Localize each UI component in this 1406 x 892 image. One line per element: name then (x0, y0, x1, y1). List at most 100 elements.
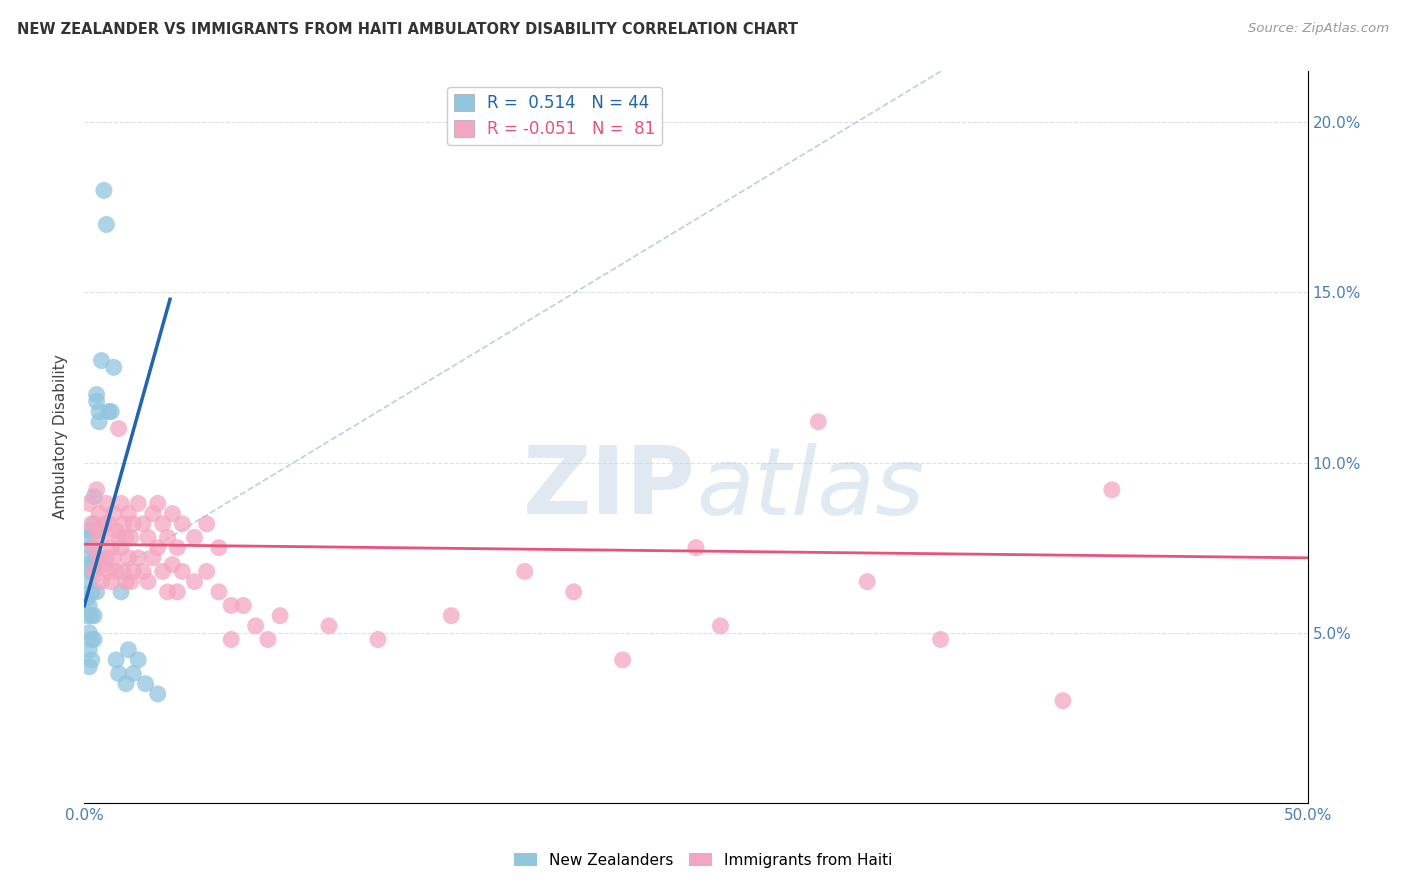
Point (86, 585, 108, 599)
Text: NEW ZEALANDER VS IMMIGRANTS FROM HAITI AMBULATORY DISABILITY CORRELATION CHART: NEW ZEALANDER VS IMMIGRANTS FROM HAITI A… (17, 22, 797, 37)
Point (90, 574, 112, 589)
Point (146, 496, 169, 510)
Point (127, 550, 149, 565)
Point (80, 585, 103, 599)
Point (562, 585, 585, 599)
Point (1101, 483, 1123, 497)
Point (162, 507, 184, 521)
Point (219, 599, 242, 613)
Point (122, 516, 145, 531)
Point (152, 516, 174, 531)
Point (115, 574, 138, 589)
Point (127, 653, 149, 667)
Point (103, 507, 125, 521)
Point (93, 558, 115, 572)
Point (112, 565, 135, 579)
Point (86, 387, 108, 401)
Point (709, 619, 731, 633)
Point (142, 507, 165, 521)
Point (96, 496, 118, 510)
Point (208, 541, 231, 555)
Point (77, 574, 100, 589)
Point (86, 483, 108, 497)
Point (195, 516, 218, 531)
Point (77, 625, 100, 640)
Text: atlas: atlas (696, 442, 924, 533)
Point (195, 565, 218, 579)
Point (93, 516, 115, 531)
Point (87, 550, 110, 565)
Point (117, 507, 139, 521)
Point (269, 608, 291, 623)
Point (77, 524, 100, 538)
Point (612, 653, 634, 667)
Point (77, 599, 100, 613)
Point (83, 558, 105, 572)
Point (87, 507, 110, 521)
Point (807, 415, 830, 429)
Point (80, 608, 103, 623)
Point (318, 619, 340, 633)
Point (183, 531, 205, 545)
Point (117, 550, 139, 565)
Point (83, 608, 105, 623)
Point (440, 608, 463, 623)
Point (105, 653, 128, 667)
Y-axis label: Ambulatory Disability: Ambulatory Disability (53, 355, 69, 519)
Point (107, 421, 129, 435)
Point (152, 565, 174, 579)
Point (685, 541, 707, 555)
Point (172, 565, 194, 579)
Point (1052, 694, 1074, 708)
Point (83, 541, 105, 555)
Point (93, 183, 115, 197)
Point (77, 642, 100, 657)
Point (76, 608, 98, 623)
Point (97, 565, 120, 579)
Point (208, 585, 231, 599)
Point (115, 677, 138, 691)
Legend: R =  0.514   N = 44, R = -0.051   N =  81: R = 0.514 N = 44, R = -0.051 N = 81 (447, 87, 662, 145)
Point (80, 632, 103, 647)
Text: Source: ZipAtlas.com: Source: ZipAtlas.com (1249, 22, 1389, 36)
Point (77, 496, 100, 510)
Point (105, 524, 128, 538)
Point (122, 565, 145, 579)
Point (90, 531, 112, 545)
Point (100, 541, 122, 555)
Point (100, 404, 122, 418)
Point (136, 531, 159, 545)
Point (245, 619, 267, 633)
Point (172, 516, 194, 531)
Point (156, 585, 179, 599)
Point (122, 666, 145, 681)
Point (367, 632, 389, 647)
Point (117, 642, 139, 657)
Point (105, 565, 128, 579)
Point (112, 516, 135, 531)
Point (135, 677, 157, 691)
Point (107, 666, 129, 681)
Point (127, 496, 149, 510)
Point (96, 550, 118, 565)
Point (232, 599, 254, 613)
Point (856, 574, 879, 589)
Point (87, 404, 110, 418)
Point (97, 516, 120, 531)
Point (166, 541, 188, 555)
Point (183, 574, 205, 589)
Point (166, 585, 188, 599)
Point (132, 565, 155, 579)
Point (142, 550, 165, 565)
Point (146, 541, 169, 555)
Point (103, 360, 125, 375)
Point (156, 531, 179, 545)
Point (257, 632, 280, 647)
Point (86, 550, 108, 565)
Point (513, 565, 536, 579)
Point (76, 591, 98, 606)
Point (83, 632, 105, 647)
Point (136, 574, 159, 589)
Point (107, 531, 129, 545)
Point (103, 550, 125, 565)
